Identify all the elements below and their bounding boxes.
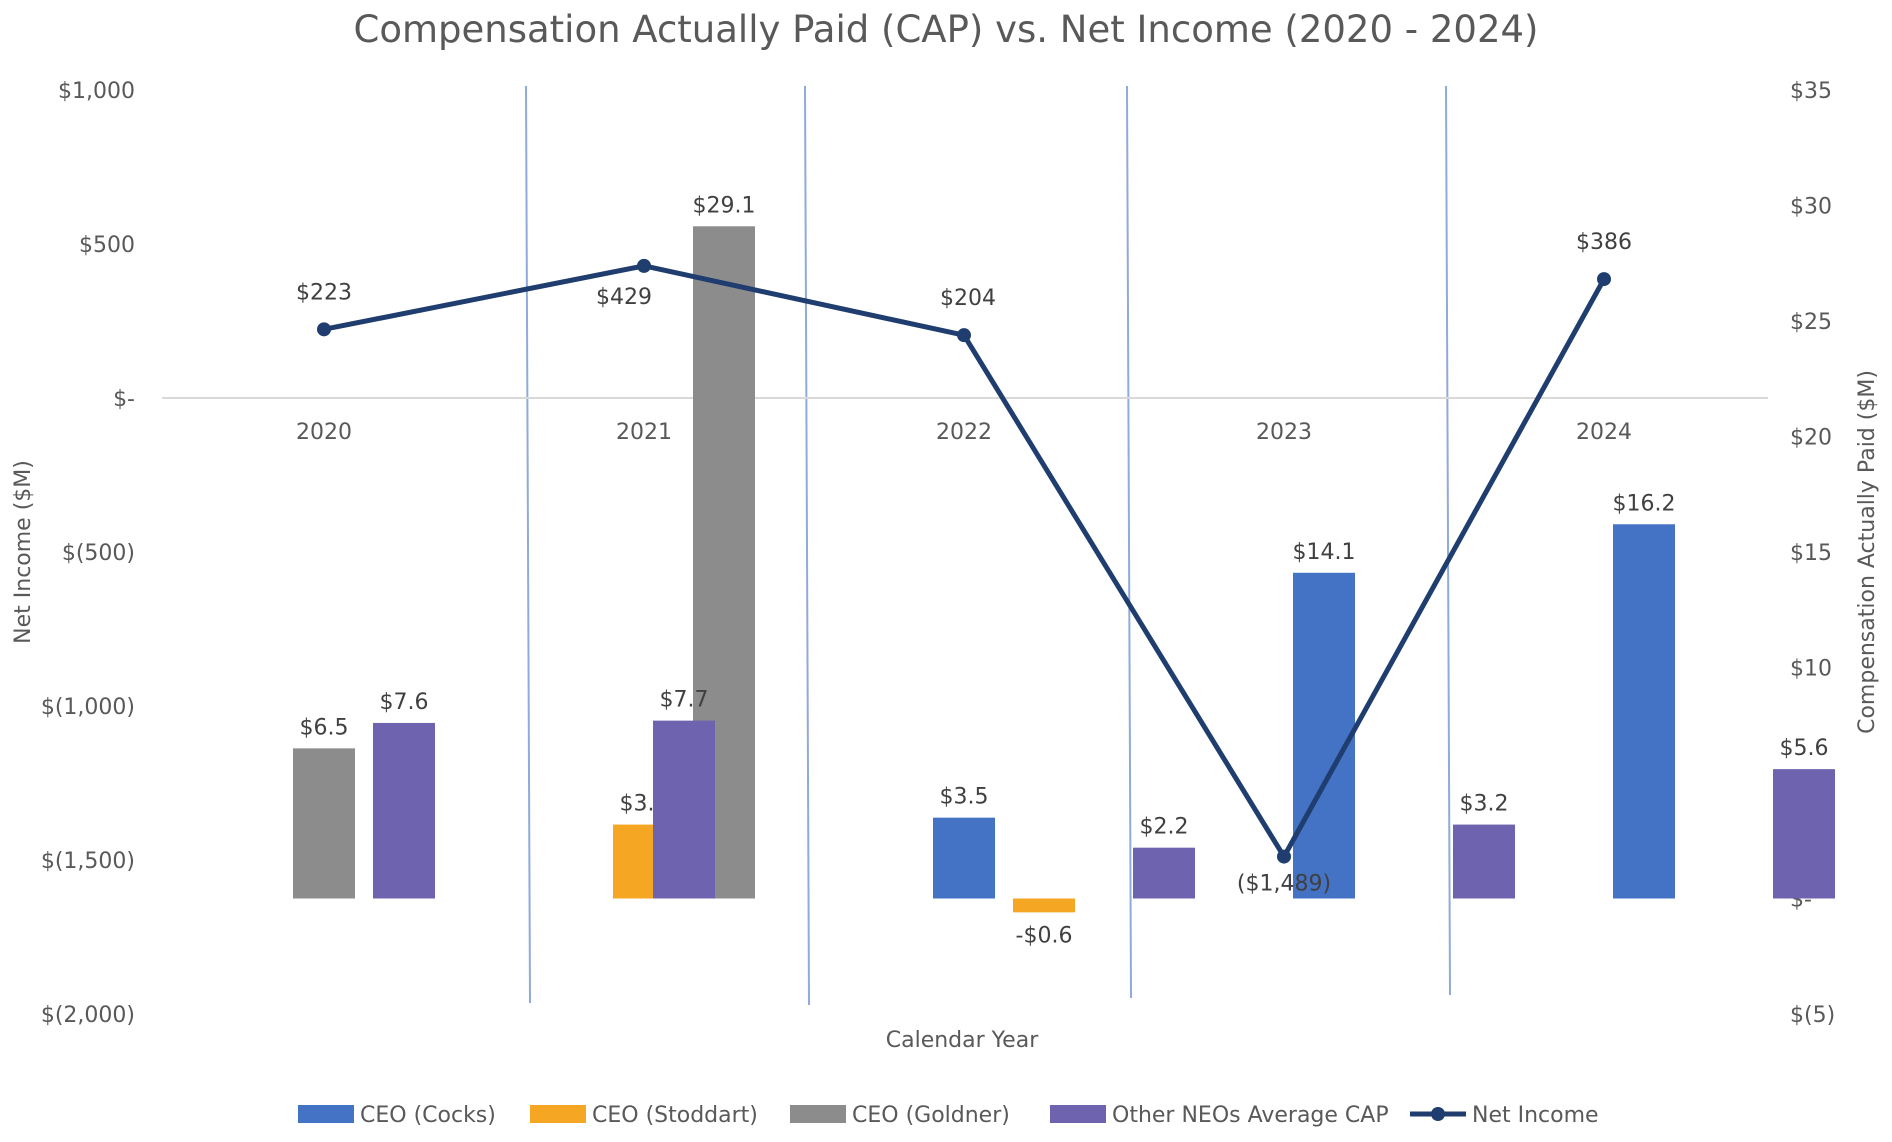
year-separators [525,85,1451,1006]
net-income-line: $223 $429 $204 ($1,489) $386 [296,230,1632,897]
net-income-line-path [323,263,1607,860]
y-left-tick-label: $- [113,387,135,412]
x-tick-label-2021: 2021 [616,420,672,445]
bar-data-label: $7.6 [380,690,429,715]
bar-data-label: $3.5 [940,785,989,810]
bar-data-label: $14.1 [1293,540,1356,565]
series-other-neos-average-cap: $7.6 $7.7 $2.2 $3.2 $5.6 [373,688,1835,899]
net-income-point [1597,272,1611,287]
legend-label: Other NEOs Average CAP [1112,1103,1389,1128]
y-left-tick-label: $500 [79,233,135,258]
bar-other-neos-average-cap [653,720,715,899]
legend-marker [1431,1107,1445,1121]
net-income-data-label: $386 [1576,230,1632,255]
year-separator-line [1445,85,1451,996]
bar-series: $3.5 $14.1 $16.2 $3.2 -$0.6 $6.5 $29.1 $7.6 $7.7… [293,193,1835,948]
y-left-tick-label: $(1,500) [41,849,135,874]
bar-data-label: $29.1 [693,193,756,218]
year-separator-line [525,85,531,1004]
y-left-tick-label: $(1,000) [41,695,135,720]
bar-ceo-cocks [1613,524,1675,899]
net-income-data-label: ($1,489) [1237,872,1331,897]
bar-ceo-goldner [293,748,355,899]
x-tick-label-2023: 2023 [1256,420,1312,445]
bar-other-neos-average-cap [1133,847,1195,899]
x-tick-label-2022: 2022 [936,420,992,445]
y-right-tick-label: $15 [1790,541,1832,566]
y-right-tick-label: $25 [1790,310,1832,335]
x-tick-label-2024: 2024 [1576,420,1632,445]
y-left-tick-label: $1,000 [58,79,135,104]
bar-ceo-cocks [933,817,995,899]
bar-data-label: $2.2 [1140,815,1189,840]
legend-label: CEO (Cocks) [360,1103,496,1128]
legend-label: CEO (Stoddart) [592,1103,758,1128]
net-income-data-label: $223 [296,280,352,305]
year-separator-line [804,85,810,1006]
net-income-point [637,258,651,273]
x-axis-ticks: 2020 2021 2022 2023 2024 [296,420,1632,445]
legend-item-net-income: Net Income [1410,1103,1599,1128]
y-left-tick-label: $(2,000) [41,1003,135,1028]
x-tick-label-2020: 2020 [296,420,352,445]
y-axis-right-ticks: $35$30$25$20$15$10$5$-$(5) [1790,79,1835,1028]
net-income-point [1277,849,1291,864]
legend-swatch [298,1105,354,1123]
x-axis-title: Calendar Year [886,1028,1039,1053]
legend-item-ceo-cocks: CEO (Cocks) [298,1103,496,1128]
bar-other-neos-average-cap [1453,824,1515,899]
y-axis-right-title: Compensation Actually Paid ($M) [1855,370,1880,734]
bar-data-label: $16.2 [1613,491,1676,516]
bar-data-label: -$0.6 [1016,923,1073,948]
bar-other-neos-average-cap [1773,769,1835,899]
net-income-point [317,322,331,337]
y-right-tick-label: $20 [1790,426,1832,451]
legend-item-other-neos-average-cap: Other NEOs Average CAP [1050,1103,1389,1128]
chart-title: Compensation Actually Paid (CAP) vs. Net… [354,8,1539,51]
bar-other-neos-average-cap [373,722,435,899]
net-income-point [957,328,971,343]
legend: CEO (Cocks) CEO (Stoddart) CEO (Goldner) Ot… [298,1103,1599,1128]
bar-ceo-stoddart [1013,898,1075,913]
y-right-tick-label: $10 [1790,657,1832,682]
legend-item-ceo-goldner: CEO (Goldner) [790,1103,1010,1128]
bar-ceo-cocks [1293,572,1355,899]
bar-data-label: $3.2 [1460,792,1509,817]
series-ceo-cocks: $3.5 $14.1 $16.2 [933,491,1676,899]
net-income-data-label: $204 [940,286,996,311]
y-right-tick-label: $30 [1790,195,1832,220]
bar-data-label: $5.6 [1780,736,1829,761]
y-axis-left-title: Net Income ($M) [11,460,36,644]
bar-data-label: $7.7 [660,688,709,713]
legend-label: CEO (Goldner) [852,1103,1010,1128]
legend-item-ceo-stoddart: CEO (Stoddart) [530,1103,758,1128]
legend-label: Net Income [1472,1103,1599,1128]
bar-data-label: $6.5 [300,715,349,740]
legend-swatch [790,1105,846,1123]
net-income-data-label: $429 [596,285,652,310]
y-left-tick-label: $(500) [62,541,135,566]
legend-swatch [1050,1105,1106,1123]
y-axis-left-ticks: $1,000 $500 $- $(500) $(1,000) $(1,500) $(2,00… [41,79,135,1028]
y-right-tick-label: $35 [1790,79,1832,104]
y-right-tick-label: $(5) [1790,1003,1835,1028]
legend-swatch [530,1105,586,1123]
year-separator-line [1126,85,1132,999]
